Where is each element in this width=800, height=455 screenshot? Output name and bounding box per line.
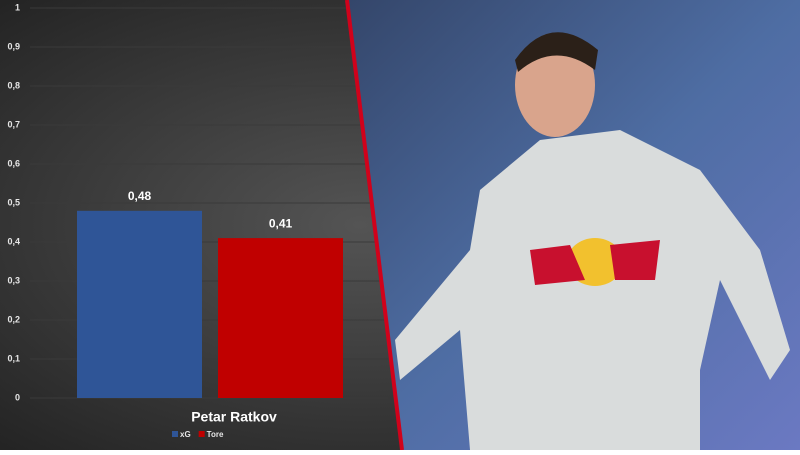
player-shirt: [395, 130, 790, 450]
bar: [77, 210, 202, 398]
y-tick-label: 0,5: [7, 197, 20, 207]
x-tick-label: Petar Ratkov: [191, 409, 277, 425]
y-tick-label: 0,9: [7, 41, 20, 51]
legend-swatch: [198, 431, 205, 437]
divider: [345, 0, 404, 451]
y-tick-label: 0,3: [7, 275, 20, 285]
y-tick-label: 0,2: [7, 314, 20, 324]
y-tick-label: 0,8: [7, 80, 20, 90]
y-tick-label: 0,4: [7, 236, 20, 246]
legend-label: xG: [180, 430, 191, 439]
y-tick-label: 0: [15, 392, 20, 402]
shirt-bulls: [530, 240, 660, 285]
y-tick-label: 0,1: [7, 353, 20, 363]
photo: [347, 0, 800, 450]
value-label: 0,48: [128, 189, 152, 203]
player-hair: [515, 32, 598, 72]
legend-swatch: [172, 431, 178, 437]
value-label: 0,41: [269, 216, 293, 230]
y-tick-label: 0,6: [7, 158, 20, 168]
y-tick-label: 0,7: [7, 119, 20, 129]
legend-label: Tore: [207, 430, 224, 439]
y-tick-label: 1: [15, 2, 20, 12]
bar: [218, 238, 343, 398]
